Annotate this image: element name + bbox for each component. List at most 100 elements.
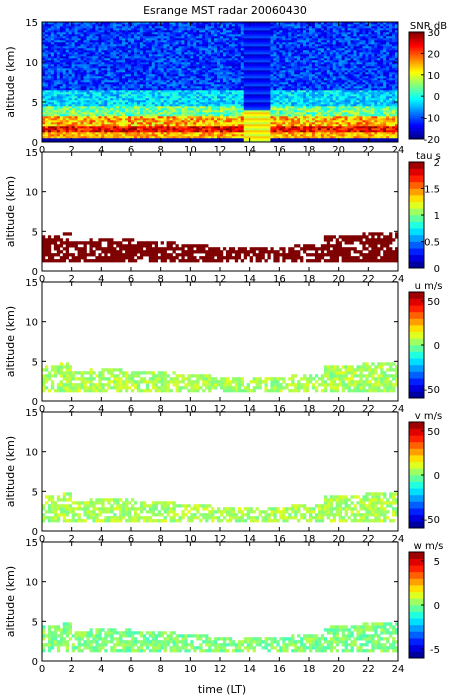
x-tick-label: 14 — [243, 404, 256, 415]
x-tick-label: 6 — [128, 534, 134, 545]
colorbar-tick-label: 0 — [434, 341, 440, 352]
colorbar-tick-label: 0 — [434, 471, 440, 482]
y-tick-label: 0 — [32, 397, 38, 408]
x-tick-label: 8 — [157, 145, 163, 156]
colorbar-tick-label: 1 — [434, 211, 440, 222]
colorbar-label: u m/s — [415, 281, 443, 292]
x-tick-label: 20 — [332, 274, 345, 285]
x-tick-label: 4 — [98, 404, 104, 415]
x-tick-label: 22 — [362, 404, 375, 415]
x-tick-label: 4 — [98, 274, 104, 285]
colorbar-tick-label: -20 — [424, 135, 440, 146]
x-tick-label: 18 — [303, 145, 316, 156]
y-axis-label: altitude (km) — [4, 176, 17, 247]
x-tick-label: 0 — [39, 145, 45, 156]
heatmap-cells — [42, 622, 399, 653]
x-tick-label: 4 — [98, 145, 104, 156]
y-tick-label: 5 — [32, 357, 38, 368]
x-tick-label: 4 — [98, 664, 104, 675]
x-tick-label: 2 — [68, 145, 74, 156]
x-tick-label: 6 — [128, 145, 134, 156]
x-tick-label: 22 — [362, 664, 375, 675]
x-tick-label: 24 — [392, 534, 405, 545]
x-tick-label: 0 — [39, 404, 45, 415]
x-tick-label: 18 — [303, 664, 316, 675]
colorbar-tick-label: -5 — [430, 645, 440, 656]
x-tick-label: 18 — [303, 274, 316, 285]
colorbar-label: tau s — [416, 151, 441, 162]
x-tick-label: 14 — [243, 145, 256, 156]
x-tick-label: 20 — [332, 404, 345, 415]
colorbar-tick-label: 50 — [427, 297, 440, 308]
colorbar-label: v m/s — [415, 411, 442, 422]
x-tick-label: 10 — [184, 534, 197, 545]
colorbar-tick-label: -10 — [424, 114, 440, 125]
y-tick-label: 0 — [32, 138, 38, 149]
colorbar-frame — [408, 31, 425, 140]
colorbar-tick-label: 50 — [427, 427, 440, 438]
y-tick-label: 15 — [25, 18, 38, 29]
x-tick-label: 0 — [39, 664, 45, 675]
heatmap-cells — [42, 22, 399, 143]
x-tick-label: 24 — [392, 274, 405, 285]
colorbar-tick-label: -50 — [424, 385, 440, 396]
x-tick-label: 0 — [39, 534, 45, 545]
colorbar-tick-label: 0.5 — [424, 238, 440, 249]
x-tick-label: 22 — [362, 534, 375, 545]
colorbar: 30 20 10 0 -10 -20 SNR dB — [408, 21, 447, 146]
y-tick-label: 10 — [25, 318, 38, 329]
x-tick-label: 6 — [128, 274, 134, 285]
x-tick-label: 8 — [157, 404, 163, 415]
x-tick-label: 14 — [243, 664, 256, 675]
y-axis-label: altitude (km) — [4, 46, 17, 117]
y-axis-label: altitude (km) — [4, 436, 17, 507]
x-tick-label: 8 — [157, 664, 163, 675]
x-tick-label: 20 — [332, 534, 345, 545]
x-tick-label: 2 — [68, 274, 74, 285]
colorbar: 5 0 -5 w m/s — [408, 541, 443, 659]
x-tick-label: 22 — [362, 274, 375, 285]
colorbar-label: SNR dB — [410, 21, 447, 32]
y-tick-label: 10 — [25, 578, 38, 589]
colorbar-tick-label: 20 — [427, 49, 440, 60]
x-tick-label: 14 — [243, 274, 256, 285]
colorbar-tick-label: 30 — [427, 28, 440, 39]
colorbar-tick-label: 0 — [434, 92, 440, 103]
x-tick-label: 8 — [157, 274, 163, 285]
y-tick-label: 5 — [32, 98, 38, 109]
x-tick-label: 2 — [68, 404, 74, 415]
y-tick-label: 10 — [25, 58, 38, 69]
y-tick-label: 10 — [25, 188, 38, 199]
y-tick-label: 15 — [25, 278, 38, 289]
x-tick-label: 10 — [184, 274, 197, 285]
x-tick-label: 20 — [332, 145, 345, 156]
y-tick-label: 5 — [32, 227, 38, 238]
figure-title: Esrange MST radar 20060430 — [143, 4, 307, 17]
x-tick-label: 20 — [332, 664, 345, 675]
x-tick-label: 10 — [184, 145, 197, 156]
x-tick-label: 12 — [214, 404, 227, 415]
x-tick-label: 16 — [273, 404, 286, 415]
y-tick-label: 15 — [25, 538, 38, 549]
y-tick-label: 15 — [25, 408, 38, 419]
colorbar: 50 0 -50 v m/s — [408, 411, 442, 529]
heatmap-cells — [42, 362, 399, 393]
y-tick-label: 5 — [32, 487, 38, 498]
x-tick-label: 22 — [362, 145, 375, 156]
colorbar-tick-label: 10 — [427, 71, 440, 82]
x-tick-label: 24 — [392, 664, 405, 675]
colorbar: 2 1.5 1 0.5 0 tau s — [408, 151, 441, 275]
colorbar-tick-label: 2 — [434, 158, 440, 169]
y-tick-label: 0 — [32, 657, 38, 668]
x-tick-label: 16 — [273, 664, 286, 675]
x-tick-label: 16 — [273, 534, 286, 545]
y-axis-label: altitude (km) — [4, 306, 17, 377]
x-tick-label: 8 — [157, 534, 163, 545]
x-tick-label: 2 — [68, 534, 74, 545]
x-tick-label: 4 — [98, 534, 104, 545]
x-tick-label: 12 — [214, 534, 227, 545]
